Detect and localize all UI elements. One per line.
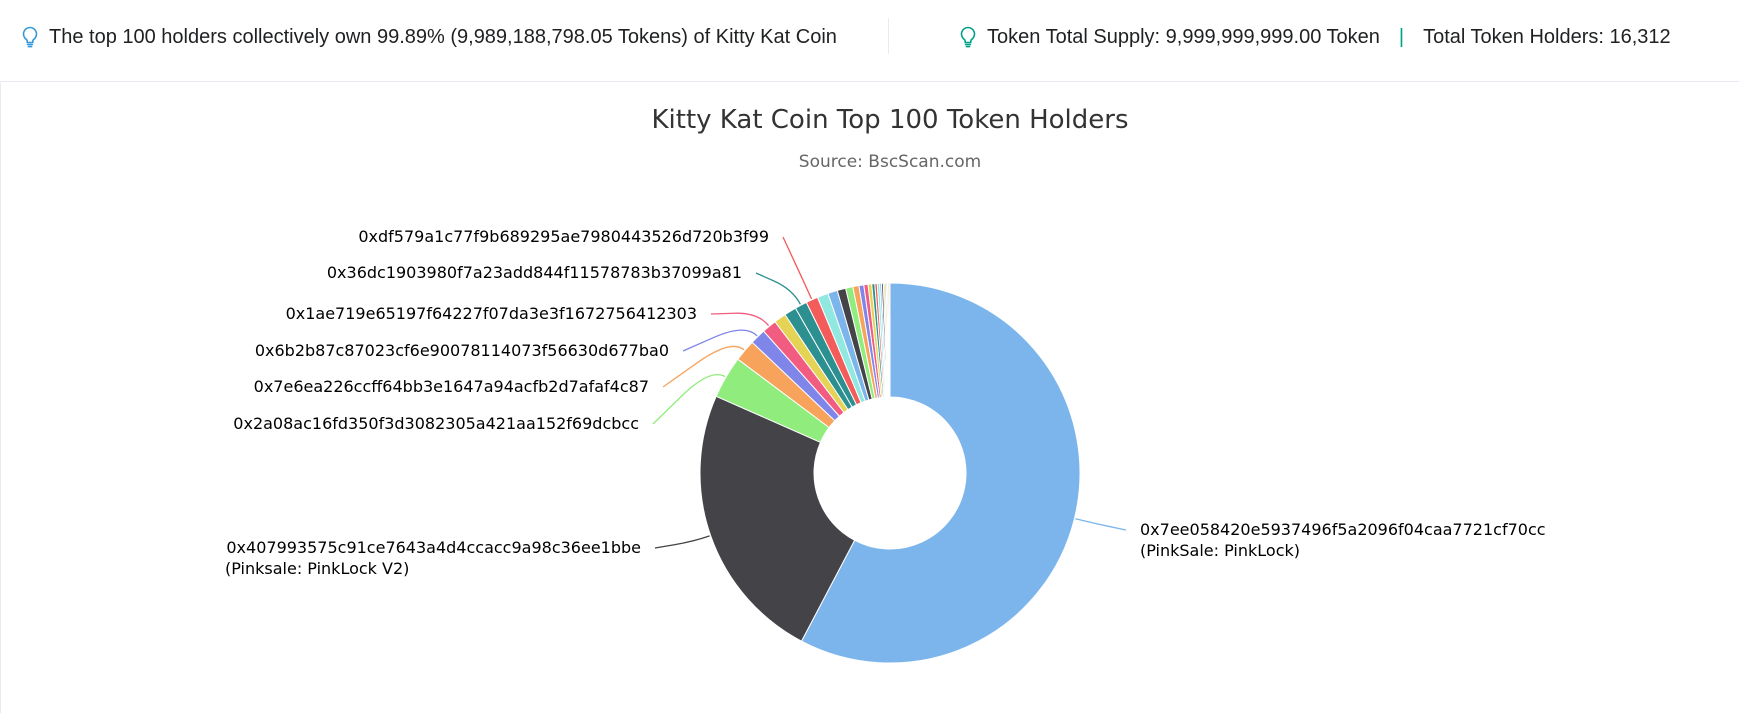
slice-sublabel: (PinkSale: PinkLock) — [1140, 541, 1300, 560]
supply-summary: Token Total Supply: 9,999,999,999.00 Tok… — [958, 22, 1671, 52]
holders-donut-chart: Kitty Kat Coin Top 100 Token Holders Sou… — [225, 105, 1546, 664]
chart-title: Kitty Kat Coin Top 100 Token Holders — [651, 105, 1128, 135]
label-connectors — [652, 236, 1127, 549]
slice-label: 0xdf579a1c77f9b689295ae7980443526d720b3f… — [358, 227, 769, 246]
token-summary-bar: The top 100 holders collectively own 99.… — [0, 0, 1739, 82]
slice-labels: 0x7ee058420e5937496f5a2096f04caa7721cf70… — [225, 227, 1546, 578]
slice-label: 0x7ee058420e5937496f5a2096f04caa7721cf70… — [1140, 520, 1546, 539]
chart-subtitle: Source: BscScan.com — [799, 152, 981, 172]
slice-label: 0x36dc1903980f7a23add844f11578783b37099a… — [327, 263, 742, 282]
lightbulb-icon — [960, 26, 976, 48]
separator-pipe: | — [1398, 25, 1405, 48]
label-connector-line — [654, 535, 710, 549]
label-connector-line — [1075, 518, 1127, 531]
slice-label: 0x1ae719e65197f64227f07da3e3f16727564123… — [286, 304, 697, 323]
pie-slice[interactable] — [800, 282, 1081, 664]
top-holders-text: The top 100 holders collectively own 99.… — [49, 25, 837, 48]
label-connector-line — [755, 272, 801, 305]
label-connector-line — [652, 373, 726, 425]
label-connector-line — [662, 345, 745, 388]
label-connector-line — [682, 329, 758, 352]
slice-label: 0x7e6ea226ccff64bb3e1647a94acfb2d7afaf4c… — [254, 377, 649, 396]
label-connector-line — [710, 312, 770, 326]
holders-chart-container: Kitty Kat Coin Top 100 Token Holders Sou… — [0, 83, 1739, 713]
chart-slices — [699, 282, 1081, 664]
divider — [888, 18, 889, 54]
slice-label: 0x6b2b87c87023cf6e90078114073f56630d677b… — [255, 341, 669, 360]
lightbulb-icon — [22, 26, 38, 48]
total-supply-text: Token Total Supply: 9,999,999,999.00 Tok… — [987, 25, 1380, 48]
top-holders-summary: The top 100 holders collectively own 99.… — [20, 22, 837, 52]
total-holders-text: Total Token Holders: 16,312 — [1423, 25, 1671, 48]
slice-sublabel: (Pinksale: PinkLock V2) — [225, 559, 409, 578]
pie-slice[interactable] — [888, 282, 891, 398]
slice-label: 0x2a08ac16fd350f3d3082305a421aa152f69dcb… — [233, 414, 639, 433]
label-connector-line — [782, 236, 813, 300]
pie-slice[interactable] — [699, 395, 856, 642]
slice-label: 0x407993575c91ce7643a4d4ccacc9a98c36ee1b… — [226, 538, 641, 557]
